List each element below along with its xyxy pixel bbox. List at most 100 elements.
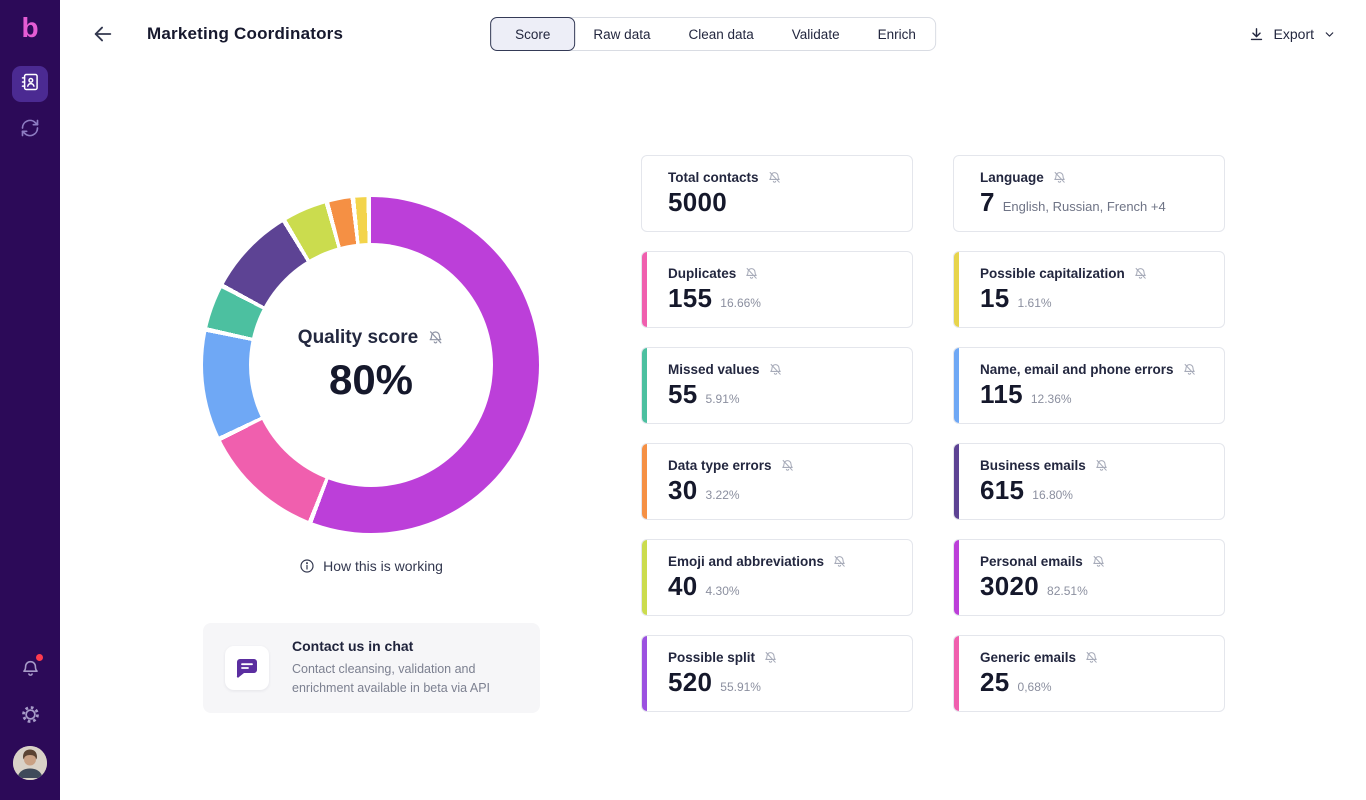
gear-icon bbox=[21, 705, 39, 723]
card-value: 7 bbox=[980, 187, 995, 217]
metric-card-missed-values: Missed values 55 5.91% bbox=[641, 347, 913, 424]
alert-bell-icon[interactable] bbox=[1052, 170, 1067, 185]
notification-dot bbox=[36, 654, 43, 661]
alert-bell-icon[interactable] bbox=[832, 554, 847, 569]
tab-raw-data[interactable]: Raw data bbox=[593, 26, 651, 42]
header: Marketing Coordinators Score Raw data Cl… bbox=[60, 0, 1366, 68]
tab-validate[interactable]: Validate bbox=[791, 26, 840, 42]
export-label: Export bbox=[1273, 26, 1314, 42]
card-sub: 16.66% bbox=[720, 296, 761, 310]
metric-card-personal-emails: Personal emails 3020 82.51% bbox=[953, 539, 1225, 616]
alert-bell-icon[interactable] bbox=[1094, 458, 1109, 473]
notifications-button[interactable] bbox=[16, 654, 44, 682]
alert-bell-icon[interactable] bbox=[1084, 650, 1099, 665]
alert-bell-icon[interactable] bbox=[1133, 266, 1148, 281]
sidebar-item-sync[interactable] bbox=[12, 112, 48, 148]
how-this-works-link[interactable]: How this is working bbox=[203, 558, 539, 574]
metric-card-name-email-phone-errors: Name, email and phone errors 115 12.36% bbox=[953, 347, 1225, 424]
contact-chat-card[interactable]: Contact us in chat Contact cleansing, va… bbox=[203, 623, 540, 713]
settings-button[interactable] bbox=[16, 700, 44, 728]
contact-card-body: Contact cleansing, validation and enrich… bbox=[292, 661, 491, 695]
metric-card-emoji-abbreviations: Emoji and abbreviations 40 4.30% bbox=[641, 539, 913, 616]
tab-enrich[interactable]: Enrich bbox=[877, 26, 916, 42]
card-title: Business emails bbox=[980, 458, 1086, 473]
card-sub: 12.36% bbox=[1030, 392, 1072, 406]
card-value: 155 bbox=[668, 283, 713, 313]
avatar-image bbox=[13, 746, 47, 780]
card-sub: 1.61% bbox=[1017, 296, 1052, 310]
card-value: 5000 bbox=[668, 187, 728, 217]
card-value: 615 bbox=[980, 475, 1025, 505]
card-value: 520 bbox=[668, 667, 713, 697]
metric-card-data-type-errors: Data type errors 30 3.22% bbox=[641, 443, 913, 520]
card-value: 30 bbox=[668, 475, 698, 505]
download-icon bbox=[1250, 27, 1262, 40]
alert-bell-icon[interactable] bbox=[767, 170, 782, 185]
tab-bar: Score Raw data Clean data Validate Enric… bbox=[490, 17, 936, 51]
card-title: Language bbox=[980, 170, 1044, 185]
alert-bell-icon[interactable] bbox=[780, 458, 795, 473]
back-button[interactable] bbox=[92, 23, 114, 45]
card-sub: English, Russian, French +4 bbox=[1002, 199, 1166, 214]
card-sub: 82.51% bbox=[1047, 584, 1088, 598]
card-value: 115 bbox=[980, 379, 1023, 409]
card-sub: 3.22% bbox=[705, 488, 740, 502]
metric-card-total-contacts: Total contacts 5000 bbox=[641, 155, 913, 232]
donut-hole: Quality score 80% bbox=[249, 243, 493, 487]
metric-card-possible-split: Possible split 520 55.91% bbox=[641, 635, 913, 712]
card-title: Missed values bbox=[668, 362, 760, 377]
card-value: 3020 bbox=[980, 571, 1040, 601]
sidebar: b bbox=[0, 0, 60, 800]
card-sub: 16.80% bbox=[1032, 488, 1073, 502]
alert-bell-icon[interactable] bbox=[744, 266, 759, 281]
tab-score[interactable]: Score bbox=[490, 17, 576, 51]
metrics-grid: Total contacts 5000 Language 7 English, … bbox=[641, 155, 1225, 712]
page-title: Marketing Coordinators bbox=[147, 24, 344, 43]
bell-icon bbox=[22, 660, 38, 676]
sync-icon bbox=[20, 118, 40, 143]
alert-bell-icon[interactable] bbox=[768, 362, 783, 377]
card-title: Possible capitalization bbox=[980, 266, 1125, 281]
tab-clean-data[interactable]: Clean data bbox=[688, 26, 754, 42]
avatar[interactable] bbox=[13, 746, 47, 780]
sidebar-bottom bbox=[13, 654, 47, 780]
info-icon bbox=[300, 559, 314, 573]
export-button[interactable]: Export bbox=[1248, 0, 1336, 68]
chevron-down-icon bbox=[1325, 31, 1334, 37]
contact-card-title: Contact us in chat bbox=[292, 637, 414, 654]
quality-score-chart: Quality score 80% bbox=[203, 197, 539, 533]
card-title: Emoji and abbreviations bbox=[668, 554, 825, 569]
card-value: 55 bbox=[668, 379, 698, 409]
alert-bell-icon[interactable] bbox=[427, 329, 444, 346]
metric-card-business-emails: Business emails 615 16.80% bbox=[953, 443, 1225, 520]
how-this-works-label: How this is working bbox=[323, 558, 443, 574]
card-title: Personal emails bbox=[980, 554, 1083, 569]
metric-card-generic-emails: Generic emails 25 0,68% bbox=[953, 635, 1225, 712]
card-title: Duplicates bbox=[668, 266, 737, 281]
card-value: 25 bbox=[980, 667, 1010, 697]
card-sub: 55.91% bbox=[720, 680, 761, 694]
card-sub: 0,68% bbox=[1017, 680, 1052, 694]
chat-icon-box bbox=[225, 646, 269, 690]
card-title: Total contacts bbox=[668, 170, 759, 185]
card-title: Possible split bbox=[668, 650, 756, 665]
alert-bell-icon[interactable] bbox=[1182, 362, 1197, 377]
metric-card-duplicates: Duplicates 155 16.66% bbox=[641, 251, 913, 328]
quality-score-label: Quality score bbox=[297, 326, 419, 348]
card-title: Data type errors bbox=[668, 458, 772, 473]
sidebar-item-contacts[interactable] bbox=[12, 66, 48, 102]
metric-card-language: Language 7 English, Russian, French +4 bbox=[953, 155, 1225, 232]
alert-bell-icon[interactable] bbox=[763, 650, 778, 665]
contacts-book-icon bbox=[20, 72, 40, 97]
card-title: Generic emails bbox=[980, 650, 1077, 665]
alert-bell-icon[interactable] bbox=[1091, 554, 1106, 569]
metric-card-possible-capitalization: Possible capitalization 15 1.61% bbox=[953, 251, 1225, 328]
card-sub: 5.91% bbox=[705, 392, 740, 406]
app-logo[interactable]: b bbox=[21, 12, 39, 43]
back-arrow-icon bbox=[94, 26, 112, 42]
contact-card-text: Contact us in chat Contact cleansing, va… bbox=[292, 638, 528, 699]
card-value: 40 bbox=[668, 571, 698, 601]
card-value: 15 bbox=[980, 283, 1010, 313]
card-title: Name, email and phone errors bbox=[980, 362, 1174, 377]
